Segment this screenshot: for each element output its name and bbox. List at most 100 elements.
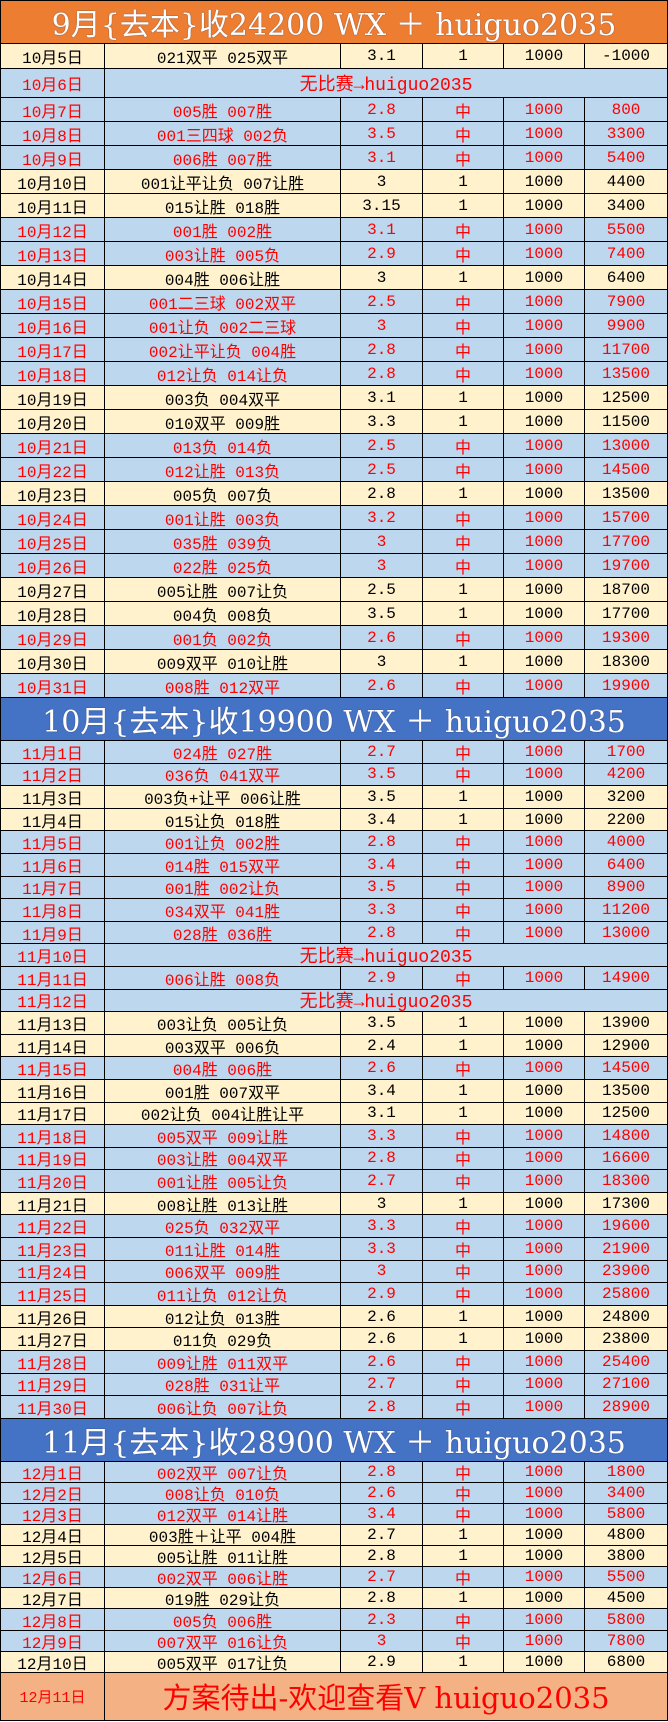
total-cell: 19900 bbox=[601, 676, 650, 695]
date-cell: 10月15日 bbox=[1, 290, 105, 313]
odds-cell: 2.8 bbox=[341, 362, 423, 385]
table-row: 12月2日 008让负 010负 2.6 中 1000 3400 bbox=[1, 1482, 667, 1504]
total-cell: 2200 bbox=[606, 810, 646, 829]
table-row: 11月5日 001让负 002胜 2.8 中 1000 4000 bbox=[1, 831, 667, 854]
odds-cell: 3.1 bbox=[341, 218, 423, 241]
date-cell: 10月21日 bbox=[1, 434, 105, 457]
pending-message: 方案待出-欢迎查看V huiguo2035 bbox=[162, 1681, 610, 1716]
result-cell: 中 bbox=[423, 218, 504, 241]
picks-cell: 004胜 006胜 bbox=[105, 1057, 341, 1079]
date-cell: 10月29日 bbox=[1, 626, 105, 649]
stake-cell: 1000 bbox=[504, 1057, 585, 1079]
odds-cell: 3.3 bbox=[341, 899, 423, 921]
total-cell: 28900 bbox=[601, 1398, 650, 1417]
date-cell: 11月20日 bbox=[1, 1170, 105, 1192]
odds-cell: 3.2 bbox=[341, 506, 423, 529]
date-cell: 10月16日 bbox=[1, 314, 105, 337]
stake-cell: 1000 bbox=[504, 1125, 585, 1147]
result-cell: 中 bbox=[423, 1461, 504, 1482]
odds-cell: 2.6 bbox=[341, 626, 423, 649]
picks-cell: 005让胜 011让胜 bbox=[105, 1546, 341, 1567]
total-cell: 13900 bbox=[601, 1013, 650, 1032]
result-cell: 中 bbox=[423, 1482, 504, 1503]
odds-cell: 2.7 bbox=[341, 1373, 423, 1396]
stake-cell: 1000 bbox=[504, 921, 585, 944]
picks-cell: 010双平 009胜 bbox=[105, 410, 341, 433]
stake-cell: 1000 bbox=[504, 1034, 585, 1057]
result-cell: 中 bbox=[423, 1057, 504, 1079]
odds-cell: 3 bbox=[341, 170, 423, 193]
picks-cell: 014胜 015双平 bbox=[105, 853, 341, 876]
date-cell: 10月31日 bbox=[1, 674, 105, 697]
picks-cell: 021双平 025双平 bbox=[105, 44, 341, 68]
odds-cell: 2.8 bbox=[341, 338, 423, 361]
odds-cell: 2.9 bbox=[341, 1283, 423, 1305]
date-cell: 11月21日 bbox=[1, 1192, 105, 1215]
total-cell: 3400 bbox=[606, 196, 646, 215]
stake-cell: 1000 bbox=[504, 1170, 585, 1192]
picks-cell: 007双平 016让负 bbox=[105, 1630, 341, 1651]
odds-cell: 2.4 bbox=[341, 1034, 423, 1057]
picks-cell: 001胜 007双平 bbox=[105, 1079, 341, 1102]
result-cell: 1 bbox=[423, 482, 504, 505]
result-cell: 1 bbox=[423, 1079, 504, 1102]
no-match-message: 无比赛→huiguo2035 bbox=[299, 76, 473, 96]
result-cell: 中 bbox=[423, 98, 504, 121]
date-cell: 11月29日 bbox=[1, 1373, 105, 1396]
table-row: 11月7日 001胜 002让负 3.5 中 1000 8900 bbox=[1, 876, 667, 900]
total-cell: 11500 bbox=[601, 412, 650, 431]
date-cell: 11月16日 bbox=[1, 1079, 105, 1102]
table-row: 11月26日 012让负 013胜 2.6 1 1000 24800 bbox=[1, 1305, 667, 1329]
table-row: 12月6日 002双平 006让胜 2.7 中 1000 5500 bbox=[1, 1567, 667, 1589]
date-cell: 12月10日 bbox=[1, 1651, 105, 1672]
date-cell: 11月6日 bbox=[1, 853, 105, 876]
total-cell: 4000 bbox=[606, 833, 646, 852]
table-row: 11月29日 028胜 031让平 2.7 中 1000 27100 bbox=[1, 1373, 667, 1397]
table-row: 11月27日 011负 029负 2.6 1 1000 23800 bbox=[1, 1328, 667, 1352]
stake-cell: 1000 bbox=[504, 1012, 585, 1034]
result-cell: 中 bbox=[423, 1238, 504, 1260]
result-cell: 中 bbox=[423, 290, 504, 313]
odds-cell: 3 bbox=[341, 554, 423, 577]
total-cell: 14800 bbox=[601, 1126, 650, 1145]
result-cell: 中 bbox=[423, 458, 504, 481]
stake-cell: 1000 bbox=[504, 1504, 585, 1525]
date-cell: 12月2日 bbox=[1, 1482, 105, 1503]
date-cell: 10月8日 bbox=[1, 122, 105, 145]
table-row: 10月19日 003负 004双平 3.1 1 1000 12500 bbox=[1, 386, 667, 410]
stake-cell: 1000 bbox=[504, 831, 585, 853]
table-row: 10月22日 012让胜 013负 2.5 中 1000 14500 bbox=[1, 458, 667, 482]
result-cell: 1 bbox=[423, 1328, 504, 1351]
stake-cell: 1000 bbox=[504, 506, 585, 529]
stake-cell: 1000 bbox=[504, 1373, 585, 1396]
odds-cell: 2.5 bbox=[341, 434, 423, 457]
picks-cell: 036负 041双平 bbox=[105, 763, 341, 786]
odds-cell: 2.6 bbox=[341, 1351, 423, 1373]
result-cell: 中 bbox=[423, 1396, 504, 1418]
date-cell: 10月24日 bbox=[1, 506, 105, 529]
table-row: 11月6日 014胜 015双平 3.4 中 1000 6400 bbox=[1, 853, 667, 877]
result-cell: 1 bbox=[423, 786, 504, 808]
result-cell: 中 bbox=[423, 362, 504, 385]
result-cell: 1 bbox=[423, 1546, 504, 1567]
odds-cell: 2.6 bbox=[341, 674, 423, 697]
stake-cell: 1000 bbox=[504, 1351, 585, 1373]
result-cell: 中 bbox=[423, 1609, 504, 1630]
result-cell: 中 bbox=[423, 1147, 504, 1170]
result-cell: 中 bbox=[423, 506, 504, 529]
total-cell: 21900 bbox=[601, 1239, 650, 1258]
odds-cell: 2.6 bbox=[341, 1482, 423, 1503]
date-cell: 11月13日 bbox=[1, 1012, 105, 1034]
odds-cell: 3.4 bbox=[341, 808, 423, 831]
total-cell: 23800 bbox=[601, 1330, 650, 1349]
date-cell: 11月10日 bbox=[1, 944, 105, 966]
odds-cell: 2.7 bbox=[341, 1567, 423, 1588]
picks-cell: 034双平 041胜 bbox=[105, 899, 341, 921]
no-match-message: 无比赛→huiguo2035 bbox=[299, 993, 473, 1012]
stake-cell: 1000 bbox=[504, 194, 585, 217]
odds-cell: 2.6 bbox=[341, 1057, 423, 1079]
odds-cell: 2.5 bbox=[341, 578, 423, 601]
picks-cell: 015让胜 018胜 bbox=[105, 194, 341, 217]
date-cell: 10月23日 bbox=[1, 482, 105, 505]
picks-cell: 003胜＋让平 004胜 bbox=[105, 1525, 341, 1546]
